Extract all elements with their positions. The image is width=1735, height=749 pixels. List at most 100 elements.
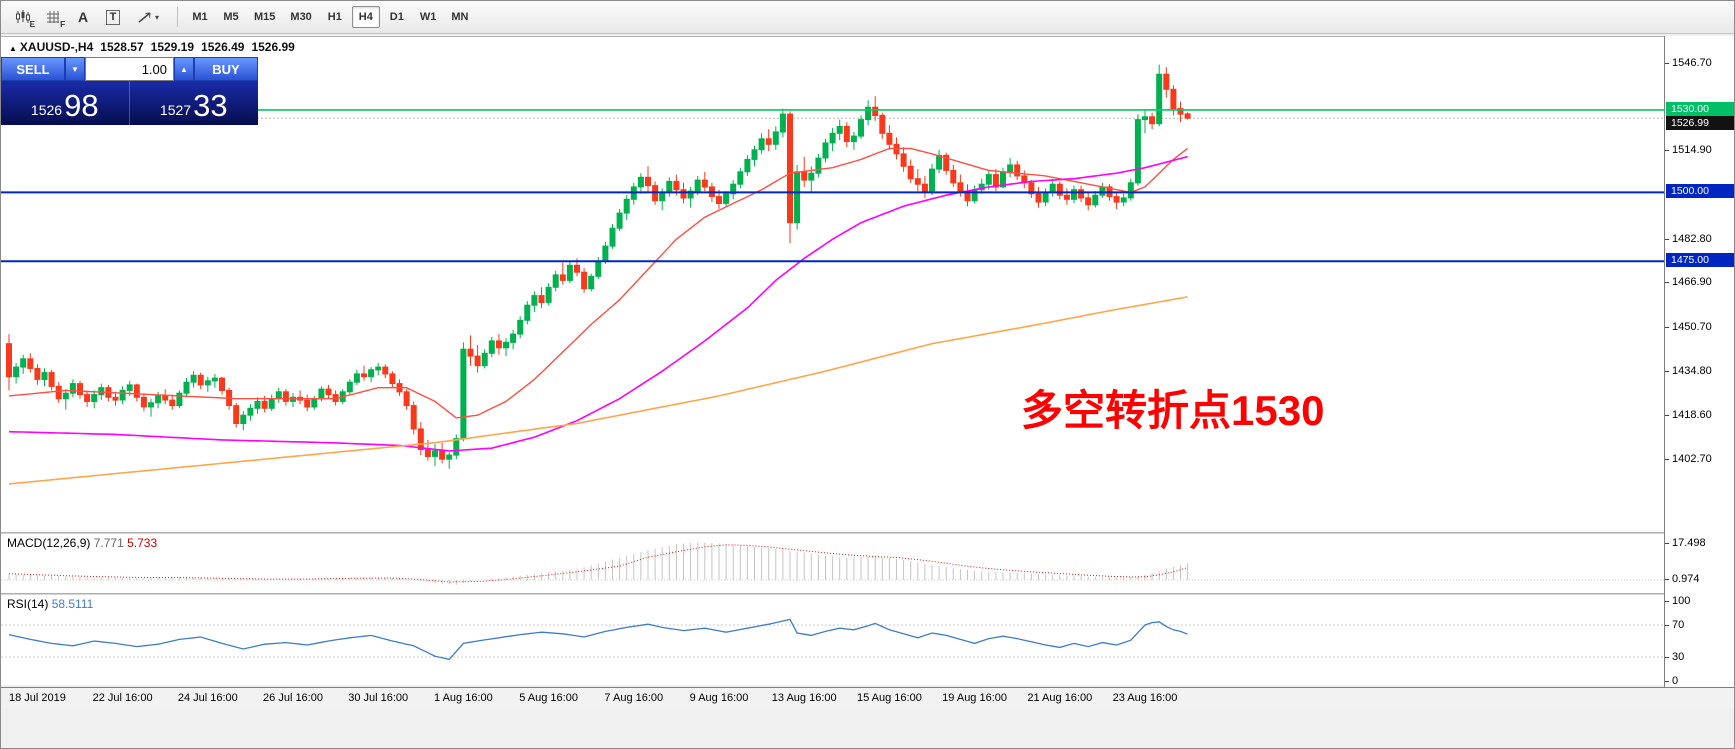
price-scale-tick — [1665, 681, 1669, 682]
time-axis-label: 23 Aug 16:00 — [1112, 692, 1178, 704]
text-label-tool-icon[interactable]: A — [69, 5, 97, 29]
sell-button[interactable]: SELL — [1, 57, 65, 81]
price-scale-label: 1402.70 — [1672, 453, 1712, 465]
timeframe-d1[interactable]: D1 — [383, 6, 411, 28]
ask-main-digits: 1527 — [159, 102, 192, 118]
close-value: 1526.99 — [251, 40, 295, 54]
price-scale-tick — [1665, 543, 1669, 544]
toolbar-separator — [177, 7, 178, 27]
time-axis-label: 19 Aug 16:00 — [942, 692, 1008, 704]
price-badge: 1475.00 — [1666, 253, 1734, 268]
time-axis-label: 13 Aug 16:00 — [771, 692, 837, 704]
price-scale-label: 100 — [1672, 595, 1691, 607]
one-click-trade-panel: SELL ▼ ▲ BUY 1526 98 1527 33 — [1, 57, 258, 125]
price-scale-label: 1546.70 — [1672, 57, 1712, 69]
price-scale[interactable]: 1546.70 1514.90 1482.80 1466.90 1450.70 1434.… — [1664, 36, 1734, 687]
timeframe-m15[interactable]: M15 — [248, 6, 281, 28]
macd-main-value: 7.771 — [93, 536, 124, 550]
time-axis-label: 15 Aug 16:00 — [856, 692, 922, 704]
rsi-chart[interactable] — [1, 595, 1664, 685]
icon-sub-label: F — [60, 20, 65, 29]
price-scale-tick — [1665, 150, 1669, 152]
timeframe-h1[interactable]: H1 — [321, 6, 349, 28]
volume-up-button[interactable]: ▲ — [174, 57, 194, 81]
chart-template-e-icon[interactable]: E — [9, 5, 37, 29]
price-scale-label: 1482.80 — [1672, 232, 1712, 245]
price-scale-label: 1418.60 — [1672, 409, 1712, 422]
text-box-tool-icon[interactable]: T — [99, 5, 127, 29]
time-axis-label: 18 Jul 2019 — [9, 692, 66, 704]
time-axis-label: 24 Jul 16:00 — [177, 692, 238, 704]
panel-separator[interactable] — [1, 532, 1734, 534]
chart-annotation-text: 多空转折点1530 — [1021, 387, 1325, 434]
panel-separator[interactable] — [1, 593, 1734, 595]
main-chart-panel[interactable]: ▲ XAUUSD-,H4 1528.57 1529.19 1526.49 1526.99 … — [1, 36, 1664, 532]
timeframe-group: M1 M5 M15 M30 H1 H4 D1 W1 MN — [186, 6, 474, 28]
price-badge: 1500.00 — [1666, 184, 1734, 199]
price-scale-label: 1466.90 — [1672, 276, 1712, 289]
price-scale-label: 17.498 — [1672, 537, 1706, 549]
icon-sub-label: E — [29, 20, 35, 29]
price-scale-tick — [1665, 327, 1669, 328]
macd-chart[interactable] — [1, 534, 1664, 593]
volume-input[interactable] — [85, 57, 174, 81]
ohlc-info: ▲ XAUUSD-,H4 1528.57 1529.19 1526.49 1526.99 — [9, 40, 302, 54]
window-bottom-strip — [1, 708, 1734, 748]
low-value: 1526.49 — [201, 40, 245, 54]
price-badge: 1530.00 — [1666, 101, 1734, 116]
price-scale-tick — [1665, 579, 1669, 580]
rsi-label: RSI(14) 58.5111 — [7, 597, 94, 611]
timeframe-h4[interactable]: H4 — [351, 6, 380, 28]
price-scale-label: 1450.70 — [1672, 321, 1712, 333]
trendline-tool-icon — [138, 12, 151, 23]
grid-glyph-icon — [47, 11, 59, 23]
price-badge: 1526.99 — [1666, 115, 1734, 130]
timeframe-m1[interactable]: M1 — [186, 6, 214, 28]
price-scale-tick — [1665, 657, 1669, 658]
time-axis-label: 5 Aug 16:00 — [519, 692, 578, 704]
candlestick-chart[interactable] — [1, 37, 1664, 532]
draw-tools-dropdown[interactable]: ▾ — [129, 5, 167, 29]
buy-button[interactable]: BUY — [194, 57, 258, 81]
open-value: 1528.57 — [100, 40, 144, 54]
time-axis-label: 7 Aug 16:00 — [604, 692, 664, 704]
rsi-panel[interactable]: RSI(14) 58.5111 — [1, 595, 1664, 685]
price-scale-tick — [1665, 625, 1669, 626]
price-scale-label: 1514.90 — [1672, 144, 1712, 157]
bid-main-digits: 1526 — [30, 102, 63, 118]
price-scale-label: 30 — [1672, 651, 1685, 663]
grid-template-f-icon[interactable]: F — [39, 5, 67, 29]
macd-signal-value: 5.733 — [127, 536, 158, 550]
chevron-down-icon: ▾ — [154, 12, 159, 22]
price-scale-tick — [1665, 282, 1669, 284]
price-scale-tick — [1665, 370, 1669, 372]
toolbar: E F A T ▾ M1 M5 M15 M30 H1 H4 D1 W1 MN — [1, 1, 1734, 34]
price-scale-label: 70 — [1672, 619, 1685, 631]
price-scale-tick — [1665, 601, 1669, 602]
timeframe-m30[interactable]: M30 — [284, 6, 317, 28]
time-axis-label: 22 Jul 16:00 — [92, 692, 153, 704]
price-scale-label: 1434.80 — [1672, 364, 1712, 377]
high-value: 1529.19 — [150, 40, 195, 54]
rsi-value: 58.5111 — [51, 597, 94, 611]
volume-down-button[interactable]: ▼ — [65, 57, 85, 81]
time-axis[interactable]: 18 Jul 2019 22 Jul 16:00 24 Jul 16:00 26 Ju… — [1, 687, 1734, 708]
time-axis-label: 30 Jul 16:00 — [348, 692, 409, 704]
timeframe-m5[interactable]: M5 — [217, 6, 245, 28]
price-scale-tick — [1665, 459, 1669, 460]
macd-panel[interactable]: MACD(12,26,9) 7.771 5.733 — [1, 534, 1664, 593]
symbol-label: XAUUSD-,H4 — [19, 40, 94, 54]
time-axis-label: 9 Aug 16:00 — [689, 692, 749, 704]
time-axis-label: 1 Aug 16:00 — [434, 692, 493, 704]
candlestick-glyph-icon — [16, 10, 30, 23]
price-scale-label: 0 — [1672, 675, 1679, 687]
price-scale-tick — [1665, 63, 1669, 64]
timeframe-w1[interactable]: W1 — [414, 6, 443, 28]
bid-big-digits: 98 — [64, 88, 99, 123]
ask-price: 1527 33 — [130, 81, 259, 125]
price-scale-tick — [1665, 238, 1669, 240]
timeframe-mn[interactable]: MN — [445, 6, 474, 28]
bid-price: 1526 98 — [1, 81, 130, 125]
macd-label: MACD(12,26,9) 7.771 5.733 — [7, 536, 158, 550]
